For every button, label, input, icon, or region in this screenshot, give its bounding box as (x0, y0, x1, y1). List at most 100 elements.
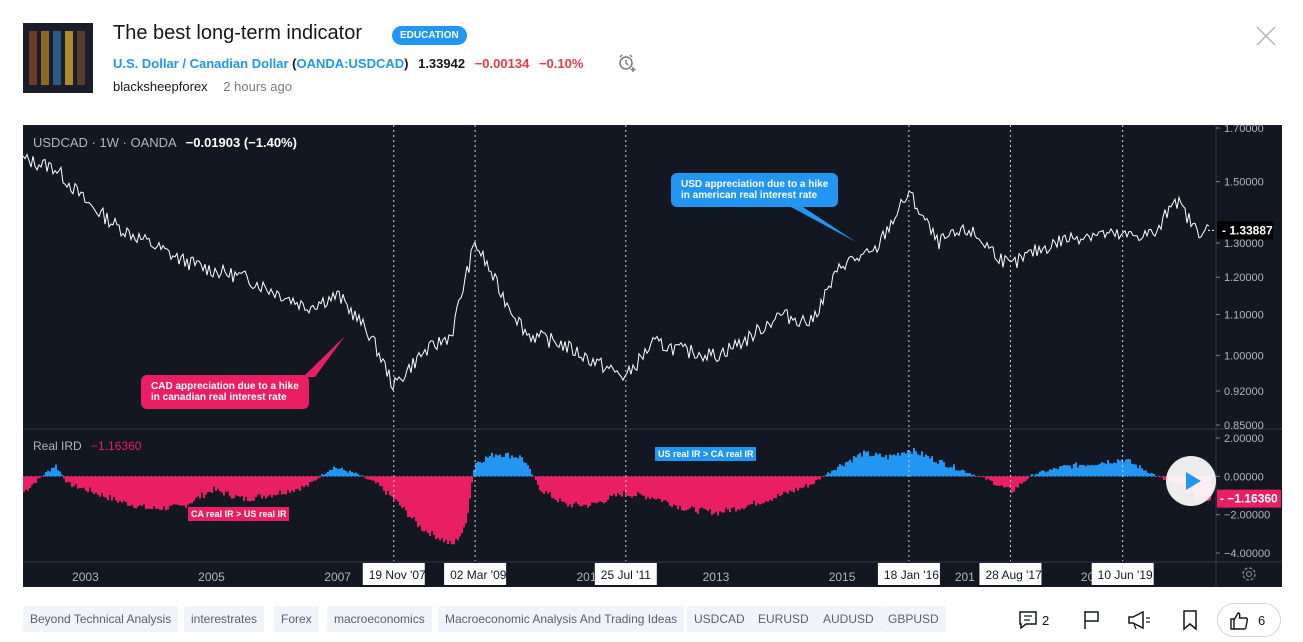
ird-positive-bar (509, 458, 511, 477)
ird-negative-bar (719, 476, 721, 512)
ird-negative-bar (665, 476, 667, 501)
ird-negative-bar (685, 476, 687, 511)
share-megaphone-icon[interactable] (1125, 606, 1155, 634)
ird-positive-bar (321, 474, 323, 477)
ird-negative-bar (989, 476, 991, 481)
ird-negative-bar (301, 476, 303, 486)
ird-positive-bar (349, 470, 351, 477)
thumbnail-column (53, 31, 61, 85)
ird-negative-bar (399, 476, 401, 506)
thumbnail-column (41, 31, 49, 85)
ird-positive-bar (61, 474, 63, 477)
ird-negative-bar (275, 476, 277, 496)
symbol-code-link[interactable]: OANDA:USDCAD (296, 56, 405, 71)
ird-positive-bar (845, 462, 847, 477)
ird-negative-bar (67, 476, 69, 482)
ird-negative-bar (79, 476, 81, 489)
report-flag-icon[interactable] (1078, 606, 1108, 634)
ird-positive-bar (969, 473, 971, 477)
ird-negative-bar (753, 476, 755, 501)
ird-negative-bar (1019, 476, 1021, 484)
ird-negative-bar (821, 476, 823, 477)
ird-positive-bar (965, 472, 967, 477)
tag-item[interactable]: interestrates (184, 606, 265, 632)
ird-positive-bar (887, 459, 889, 477)
ird-negative-bar (581, 476, 583, 507)
tag-item[interactable]: Forex (274, 606, 319, 632)
tag-item[interactable]: Macroeconomic Analysis And Trading Ideas (438, 606, 685, 632)
ird-positive-bar (475, 463, 477, 477)
ird-negative-bar (553, 476, 555, 499)
ird-positive-bar (1085, 466, 1087, 477)
ird-negative-bar (813, 476, 815, 484)
add-alert-icon[interactable] (617, 53, 637, 73)
tag-item[interactable]: USDCAD (687, 606, 752, 632)
ird-positive-bar (489, 455, 491, 477)
ird-positive-bar (867, 451, 869, 477)
ird-negative-bar (153, 476, 155, 507)
tag-item[interactable]: GBPUSD (881, 606, 946, 632)
comments-icon[interactable] (1015, 606, 1045, 634)
settings-gear-icon[interactable] (1242, 567, 1256, 581)
idea-thumbnail[interactable] (23, 23, 93, 93)
ird-positive-bar (483, 461, 485, 477)
ird-negative-bar (811, 476, 813, 485)
ird-positive-bar (479, 461, 481, 477)
ird-negative-bar (253, 476, 255, 501)
cad-callout[interactable]: CAD appreciation due to a hike in canadi… (141, 375, 309, 409)
symbol-name-link[interactable]: U.S. Dollar / Canadian Dollar (113, 56, 289, 71)
play-replay-button[interactable] (1166, 456, 1216, 506)
ird-negative-bar (679, 476, 681, 506)
ird-negative-bar (1163, 476, 1165, 480)
ird-positive-bar (353, 473, 355, 477)
chart-area[interactable]: 1.70000 1.50000 1.30000 1.20000 1.10000 1.000… (23, 125, 1282, 587)
tag-item[interactable]: macroeconomics (327, 606, 432, 632)
ird-negative-bar (539, 476, 541, 491)
ird-positive-bar (323, 474, 325, 477)
ird-negative-bar (759, 476, 761, 505)
ird-negative-bar (617, 476, 619, 493)
tag-item[interactable]: AUDUSD (816, 606, 881, 632)
ird-negative-bar (651, 476, 653, 498)
close-icon[interactable] (1254, 24, 1278, 48)
ird-positive-bar (521, 457, 523, 477)
ird-negative-bar (135, 476, 137, 509)
ird-negative-bar (161, 476, 163, 510)
ird-negative-bar (607, 476, 609, 500)
ird-positive-bar (529, 468, 531, 477)
like-button[interactable]: 6 (1217, 603, 1281, 637)
ird-negative-bar (657, 476, 659, 499)
date-marker-label-bg (979, 563, 1042, 585)
author-line: blacksheepforex 2 hours ago (113, 79, 292, 94)
usd-callout[interactable]: USD appreciation due to a hike in americ… (671, 173, 839, 207)
ird-negative-bar (233, 476, 235, 499)
ird-negative-bar (417, 476, 419, 527)
ird-negative-bar (787, 476, 789, 494)
ird-positive-bar (881, 456, 883, 477)
ird-positive-bar (55, 464, 57, 477)
ird-positive-bar (473, 469, 475, 477)
chart-canvas[interactable]: 1.70000 1.50000 1.30000 1.20000 1.10000 1.000… (23, 125, 1282, 587)
ird-negative-bar (195, 476, 197, 498)
tag-item[interactable]: Beyond Technical Analysis (23, 606, 179, 632)
ird-negative-bar (461, 476, 463, 534)
date-marker-label-bg (362, 563, 425, 585)
ird-negative-bar (979, 476, 981, 477)
ird-negative-bar (369, 476, 371, 480)
ird-negative-bar (1027, 476, 1029, 479)
ird-negative-bar (63, 476, 65, 479)
ird-negative-bar (423, 476, 425, 532)
tag-item[interactable]: EURUSD (751, 606, 816, 632)
ird-negative-bar (595, 476, 597, 504)
author-name[interactable]: blacksheepforex (113, 79, 208, 94)
category-badge[interactable]: EDUCATION (392, 26, 467, 45)
ird-negative-bar (215, 476, 217, 491)
ird-negative-bar (623, 476, 625, 492)
ird-negative-bar (653, 476, 655, 499)
ca-greater-label[interactable]: CA real IR > US real IR (188, 507, 290, 521)
bookmark-icon[interactable] (1176, 606, 1206, 634)
ird-negative-bar (249, 476, 251, 502)
us-greater-label[interactable]: US real IR > CA real IR (655, 447, 757, 461)
cad-callout-line: in canadian real interest rate (151, 392, 287, 403)
ird-positive-bar (959, 470, 961, 477)
